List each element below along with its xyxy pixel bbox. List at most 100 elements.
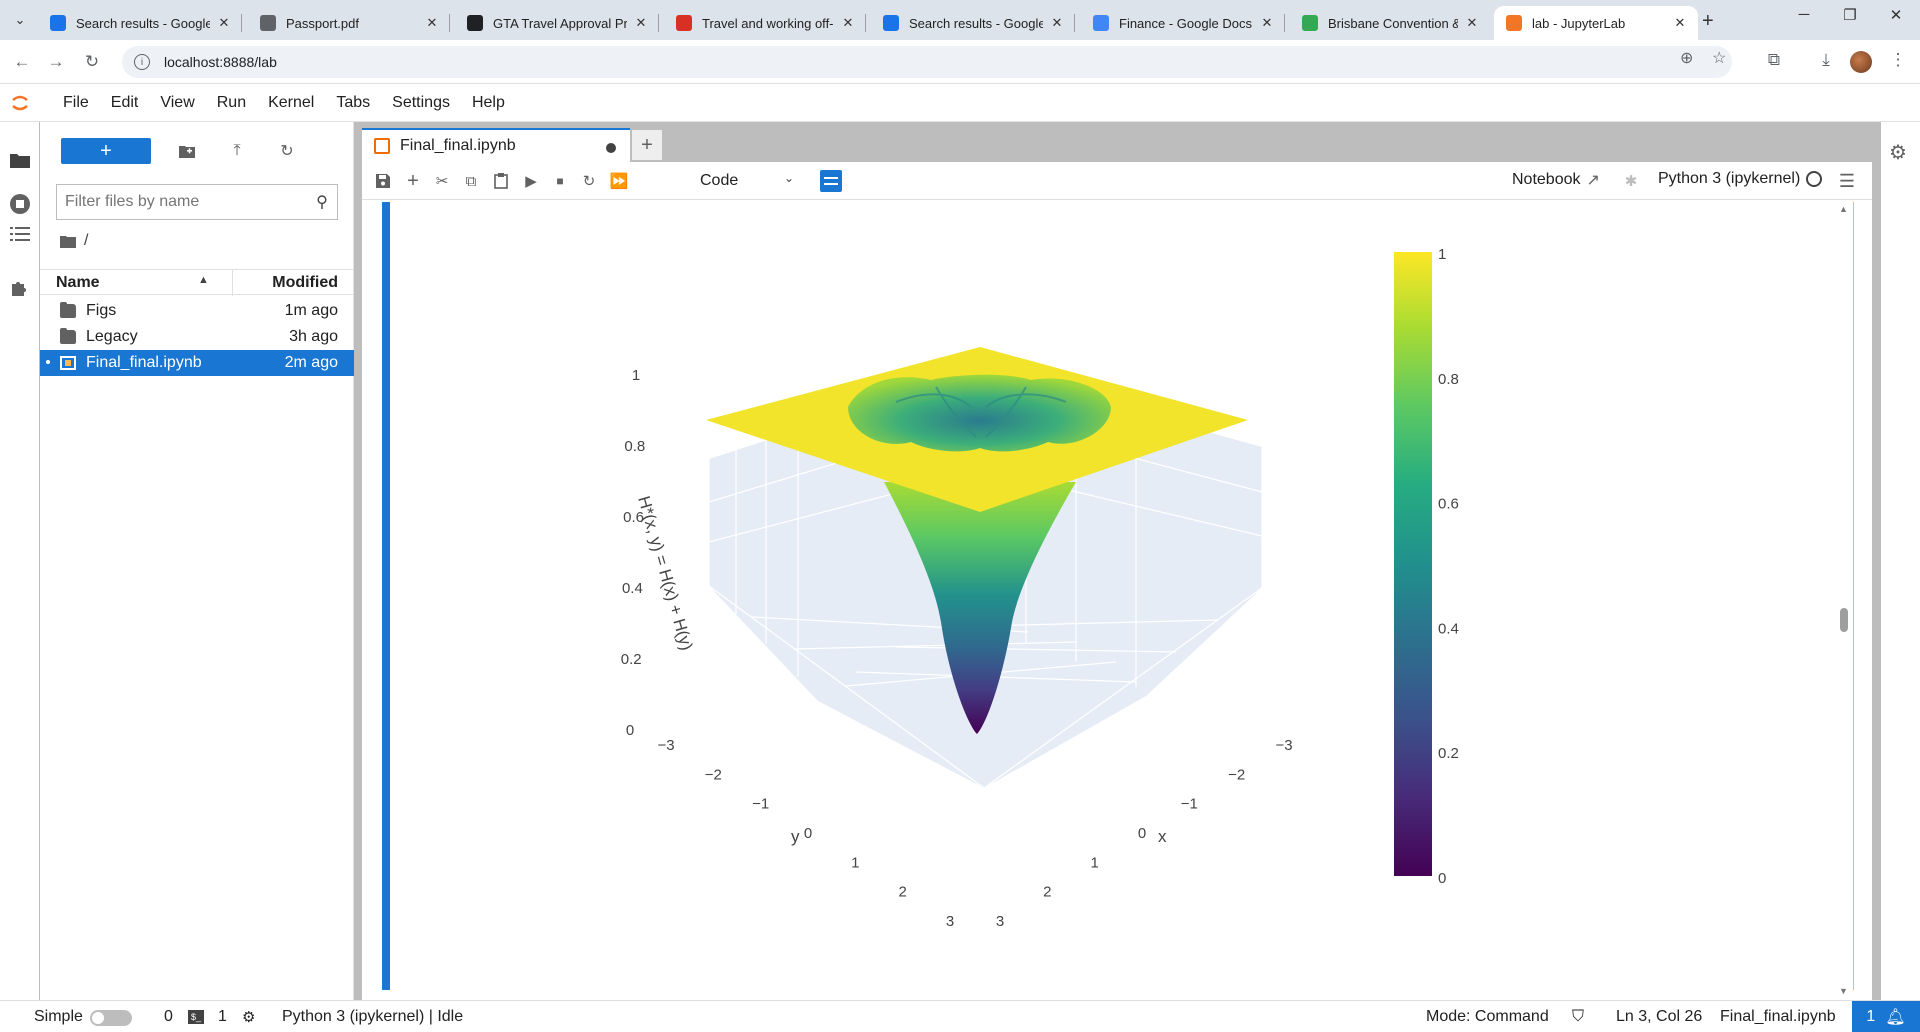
address-bar[interactable]: i localhost:8888/lab <box>122 46 1732 78</box>
hamburger-menu-icon[interactable]: ☰ <box>1838 170 1856 191</box>
open-in-notebook-button[interactable]: Notebook ↗ <box>1512 170 1600 190</box>
table-of-contents-icon[interactable] <box>8 222 32 246</box>
reload-icon[interactable]: ↻ <box>84 52 100 71</box>
scroll-thumb[interactable] <box>1840 608 1848 632</box>
notebook-scrollbar[interactable]: ▲ ▼ <box>1838 202 1850 998</box>
simple-mode-toggle[interactable] <box>90 1010 132 1026</box>
colorbar[interactable] <box>1394 252 1432 876</box>
kernel-count[interactable]: 1 <box>218 1008 227 1025</box>
new-folder-icon[interactable] <box>174 138 200 164</box>
kernel-status-text[interactable]: Python 3 (ipykernel) | Idle <box>282 1008 464 1025</box>
browser-tab[interactable]: Passport.pdf ✕ <box>248 6 450 40</box>
tab-search-dropdown-icon[interactable]: ⌄ <box>14 12 26 27</box>
menu-settings[interactable]: Settings <box>392 93 450 111</box>
menu-kernel[interactable]: Kernel <box>268 93 315 111</box>
menu-edit[interactable]: Edit <box>110 93 139 111</box>
sidebar-splitter[interactable] <box>354 122 362 1000</box>
breadcrumb-root[interactable]: / <box>84 232 89 249</box>
close-tab-icon[interactable]: ✕ <box>218 15 230 30</box>
extensions-icon[interactable]: ⧉ <box>1767 50 1781 69</box>
folder-icon <box>60 302 76 318</box>
file-list-item[interactable]: Figs 1m ago <box>40 298 354 324</box>
close-tab-icon[interactable]: ✕ <box>426 15 438 30</box>
breadcrumb[interactable]: / <box>60 232 88 250</box>
unsaved-indicator-icon[interactable] <box>606 143 616 153</box>
copy-icon[interactable]: ⧉ <box>465 172 477 190</box>
restore-icon[interactable]: ❐ <box>1843 7 1857 24</box>
menu-view[interactable]: View <box>160 93 195 111</box>
paste-icon[interactable] <box>490 170 512 192</box>
notebook-icon <box>60 356 76 370</box>
tab-final-final-notebook[interactable]: Final_final.ipynb <box>362 128 630 162</box>
scroll-down-icon[interactable]: ▼ <box>1839 986 1848 996</box>
file-list-item[interactable]: Final_final.ipynb 2m ago <box>40 350 354 376</box>
surface-ridges <box>895 386 1067 438</box>
property-inspector-gear-icon[interactable]: ⚙ <box>1889 142 1907 164</box>
close-tab-icon[interactable]: ✕ <box>1674 15 1686 30</box>
chrome-menu-icon[interactable]: ⋮ <box>1889 50 1907 69</box>
property-inspector-icon[interactable] <box>820 170 842 192</box>
add-tab-button[interactable]: + <box>632 130 662 160</box>
file-list-item[interactable]: Legacy 3h ago <box>40 324 354 350</box>
stop-icon[interactable]: ■ <box>556 174 564 188</box>
save-icon[interactable] <box>372 170 394 192</box>
new-launcher-button[interactable]: + <box>61 138 151 164</box>
close-tab-icon[interactable]: ✕ <box>842 15 854 30</box>
colorbar-tick-label: 0 <box>1438 870 1446 887</box>
extension-manager-icon[interactable] <box>8 276 32 300</box>
minimize-icon[interactable]: ─ <box>1798 6 1810 23</box>
surface-plot[interactable]: x y H*(x, y) = H(x) + H(y) 00.20.40.60.8… <box>376 202 1836 998</box>
browser-tab[interactable]: lab - JupyterLab ✕ <box>1494 6 1698 40</box>
cell-type-select[interactable]: Code ⌄ <box>696 168 804 194</box>
filter-text-field[interactable] <box>65 193 307 211</box>
restart-run-all-icon[interactable]: ⏩ <box>609 173 629 190</box>
menu-run[interactable]: Run <box>216 93 247 111</box>
menu-tabs[interactable]: Tabs <box>336 93 371 111</box>
browser-tab[interactable]: Finance - Google Docs ✕ <box>1081 6 1285 40</box>
scroll-up-icon[interactable]: ▲ <box>1839 204 1848 214</box>
bookmark-star-icon[interactable]: ☆ <box>1712 50 1727 67</box>
sort-ascending-icon[interactable]: ▲ <box>198 274 209 286</box>
close-tab-icon[interactable]: ✕ <box>1051 15 1063 30</box>
zoom-icon[interactable]: ⊕ <box>1680 50 1694 67</box>
trusted-shield-icon[interactable]: ⛉ <box>1572 1008 1585 1025</box>
close-tab-icon[interactable]: ✕ <box>1261 15 1273 30</box>
browser-tab[interactable]: Search results - Google Dr ✕ <box>871 6 1075 40</box>
close-tab-icon[interactable]: ✕ <box>1466 15 1478 30</box>
back-icon[interactable]: ← <box>13 52 31 71</box>
cut-icon[interactable]: ✂ <box>435 173 449 190</box>
browser-tab[interactable]: Brisbane Convention & Ex ✕ <box>1290 6 1490 40</box>
profile-avatar[interactable] <box>1850 51 1872 73</box>
collapser-bar[interactable] <box>382 202 390 990</box>
new-tab-button[interactable]: + <box>1702 10 1714 32</box>
file-browser-icon[interactable] <box>8 148 32 172</box>
upload-icon[interactable]: ⤒ <box>233 142 241 159</box>
cursor-position[interactable]: Ln 3, Col 26 <box>1616 1008 1703 1025</box>
terminal-count[interactable]: 0 <box>164 1008 173 1025</box>
close-tab-icon[interactable]: ✕ <box>635 15 647 30</box>
download-icon[interactable]: ⤓ <box>1822 50 1830 69</box>
close-window-icon[interactable]: ✕ <box>1889 7 1903 24</box>
menu-file[interactable]: File <box>63 93 89 111</box>
external-link-icon: ↗ <box>1586 172 1600 189</box>
refresh-icon[interactable]: ↻ <box>280 143 294 160</box>
column-divider[interactable] <box>232 270 233 296</box>
notifications-button[interactable]: 1 🔔︎ <box>1852 1001 1920 1032</box>
forward-icon[interactable]: → <box>47 52 65 71</box>
browser-tab[interactable]: GTA Travel Approval Proc ✕ <box>455 6 659 40</box>
kernel-status-icon <box>1806 171 1823 187</box>
running-kernels-icon[interactable] <box>8 170 32 214</box>
run-icon[interactable]: ▶ <box>525 173 537 190</box>
insert-cell-icon[interactable]: + <box>407 169 419 192</box>
browser-tab[interactable]: Travel and working off-sit ✕ <box>664 6 866 40</box>
menu-help[interactable]: Help <box>471 93 505 111</box>
kernel-activity-icon[interactable]: ⚙ <box>242 1009 256 1026</box>
debugger-icon[interactable]: ✱ <box>1624 173 1638 190</box>
name-column-header[interactable]: Name <box>56 274 100 291</box>
site-info-icon[interactable]: i <box>134 54 150 70</box>
restart-kernel-icon[interactable]: ↻ <box>582 173 596 190</box>
filter-files-input[interactable]: ⚲ <box>56 184 338 220</box>
browser-tab[interactable]: Search results - Google Dr ✕ <box>38 6 242 40</box>
modified-column-header[interactable]: Modified <box>272 274 338 291</box>
kernel-selector[interactable]: Python 3 (ipykernel) <box>1658 170 1823 188</box>
